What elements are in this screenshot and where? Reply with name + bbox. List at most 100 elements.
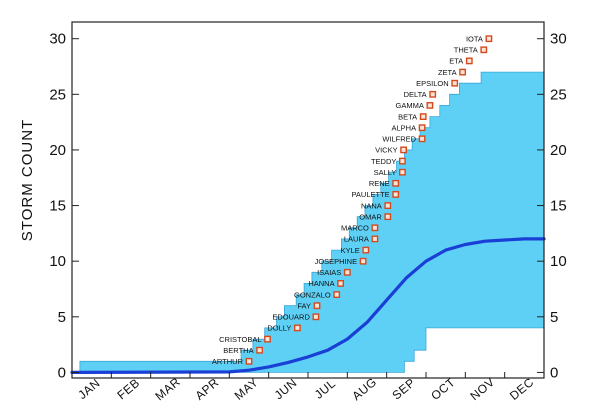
ytick-label-left: 5 [58, 309, 66, 326]
storm-marker [245, 357, 253, 365]
month-label: JAN [75, 376, 103, 402]
ytick-label-left: 25 [49, 86, 66, 103]
range-band [79, 71, 545, 373]
storm-label: CRISTOBAL [219, 335, 261, 344]
left-y-ticks: 0 5 10 15 20 25 30 [49, 31, 79, 381]
storm-kyle: KYLE [341, 246, 370, 255]
storm-theta: THETA [454, 46, 488, 55]
storm-label: PAULETTE [351, 190, 389, 199]
storm-marker [485, 35, 493, 43]
storm-zeta: ZETA [438, 68, 466, 77]
storm-label: SALLY [374, 168, 397, 177]
ytick-label-left: 15 [49, 198, 66, 215]
month-label: AUG [349, 375, 379, 403]
storm-marker [371, 235, 379, 243]
month-label: NOV [467, 375, 497, 403]
storm-laura: LAURA [344, 235, 379, 244]
storm-marker [426, 101, 434, 109]
storm-marker [418, 135, 426, 143]
storm-label: VICKY [375, 146, 398, 155]
storm-gonzalo: GONZALO [294, 290, 341, 299]
storm-fay: FAY [297, 301, 321, 310]
storm-label: FAY [297, 301, 311, 310]
storm-marker [451, 79, 459, 87]
month-label: SEP [389, 375, 418, 402]
month-label: JUN [272, 376, 300, 403]
storm-label: EDOUARD [272, 313, 310, 322]
storm-label: NANA [361, 201, 382, 210]
storm-cristobal: CRISTOBAL [219, 335, 271, 344]
right-y-ticks: 0 5 10 15 20 25 30 [537, 31, 567, 381]
ytick-label-right: 30 [550, 31, 567, 48]
storm-epsilon: EPSILON [416, 79, 459, 88]
storm-markers-layer: ARTHUR BERTHA CRISTOBAL DOLLY EDOUARD FAY GONZ… [212, 34, 493, 366]
storm-marker [333, 291, 341, 298]
storm-marker [392, 190, 400, 198]
storm-label: TEDDY [371, 157, 396, 166]
storm-marker [384, 213, 392, 221]
month-label: JUL [312, 376, 338, 401]
storm-marker [399, 157, 406, 165]
storm-bertha: BERTHA [223, 346, 263, 355]
storm-label: ZETA [438, 68, 457, 77]
storm-isaias: ISAIAS [317, 268, 351, 277]
storm-marker [337, 280, 344, 287]
storm-label: IOTA [466, 34, 483, 43]
storm-gamma: GAMMA [396, 101, 434, 110]
storm-label: DOLLY [267, 324, 291, 333]
storm-label: EPSILON [416, 79, 449, 88]
storm-label: BERTHA [223, 346, 253, 355]
storm-marker [384, 202, 392, 209]
storm-marker [362, 246, 370, 254]
storm-marker [429, 90, 437, 98]
ytick-label-right: 20 [550, 142, 567, 159]
storm-sally: SALLY [374, 168, 406, 177]
storm-marker [256, 346, 263, 354]
storm-omar: OMAR [359, 212, 392, 221]
storm-vicky: VICKY [375, 146, 407, 155]
storm-label: GAMMA [396, 101, 424, 110]
storm-label: WILFRED [382, 135, 416, 144]
storm-josephine: JOSEPHINE [315, 257, 367, 266]
storm-hanna: HANNA [308, 279, 344, 288]
storm-marker [371, 224, 379, 232]
storm-marker [418, 124, 426, 132]
ytick-label-left: 0 [58, 364, 66, 381]
range-band-layer [79, 71, 545, 373]
storm-label: HANNA [308, 279, 334, 288]
mean-line-layer [70, 237, 546, 374]
ytick-label-left: 20 [49, 142, 66, 159]
storm-label: BETA [398, 112, 417, 121]
storm-label: ETA [449, 57, 463, 66]
month-label: OCT [428, 375, 458, 403]
storm-marker [343, 268, 351, 276]
storm-arthur: ARTHUR [212, 357, 253, 366]
storm-nana: NANA [361, 201, 392, 210]
storm-marker [419, 113, 427, 121]
storm-beta: BETA [398, 112, 427, 121]
storm-paulette: PAULETTE [351, 190, 400, 199]
storm-label: GONZALO [294, 290, 331, 299]
storm-marker [359, 257, 367, 265]
month-label: APR [193, 375, 222, 403]
storm-edouard: EDOUARD [272, 313, 320, 322]
storm-label: JOSEPHINE [315, 257, 358, 266]
month-ticks: JAN FEB MAR APR MAY JUN JUL AUG SEP OCT NOV DEC [75, 372, 537, 403]
storm-marker [459, 68, 466, 76]
storm-label: DELTA [404, 90, 427, 99]
storm-delta: DELTA [404, 90, 437, 99]
month-label: MAR [152, 374, 183, 403]
ytick-label-left: 10 [49, 253, 66, 270]
storm-teddy: TEDDY [371, 157, 406, 166]
storm-iota: IOTA [466, 34, 493, 43]
storm-marker [312, 313, 320, 321]
storm-eta: ETA [449, 57, 473, 66]
month-label: FEB [114, 376, 142, 403]
storm-label: ISAIAS [317, 268, 341, 277]
storm-label: LAURA [344, 235, 369, 244]
ytick-label-right: 5 [550, 309, 558, 326]
storm-label: ALPHA [391, 123, 416, 132]
storm-label: ARTHUR [212, 357, 244, 366]
storm-marker [465, 57, 473, 65]
